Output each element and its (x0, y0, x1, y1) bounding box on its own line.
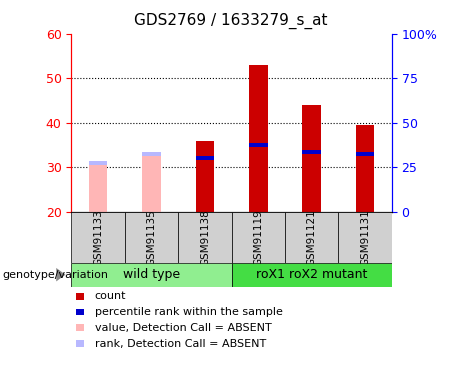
Text: roX1 roX2 mutant: roX1 roX2 mutant (256, 268, 367, 281)
Bar (302, 150, 321, 154)
Bar (125, 212, 178, 262)
Text: GSM91135: GSM91135 (147, 209, 157, 266)
Text: GSM91133: GSM91133 (93, 209, 103, 266)
Bar (195, 141, 214, 212)
Bar (356, 152, 374, 156)
Bar (285, 212, 338, 262)
Bar (231, 262, 392, 287)
Bar (89, 161, 107, 165)
Text: GSM91138: GSM91138 (200, 209, 210, 266)
Text: GSM91131: GSM91131 (360, 209, 370, 266)
Text: genotype/variation: genotype/variation (2, 270, 108, 280)
Text: percentile rank within the sample: percentile rank within the sample (95, 307, 283, 317)
Bar (302, 105, 321, 212)
Text: rank, Detection Call = ABSENT: rank, Detection Call = ABSENT (95, 339, 266, 348)
Bar (142, 152, 161, 156)
Text: GSM91119: GSM91119 (254, 209, 263, 266)
Bar (249, 143, 268, 147)
Bar (231, 212, 285, 262)
Text: value, Detection Call = ABSENT: value, Detection Call = ABSENT (95, 323, 271, 333)
Bar (338, 212, 392, 262)
Bar (142, 154, 161, 212)
Bar (178, 212, 231, 262)
Bar (249, 65, 268, 212)
Text: GSM91121: GSM91121 (307, 209, 317, 266)
Bar (71, 212, 125, 262)
Bar (195, 156, 214, 160)
Bar (71, 262, 231, 287)
Text: GDS2769 / 1633279_s_at: GDS2769 / 1633279_s_at (134, 13, 327, 29)
Bar (356, 125, 374, 212)
Text: count: count (95, 291, 126, 301)
Bar (89, 163, 107, 212)
Text: wild type: wild type (123, 268, 180, 281)
